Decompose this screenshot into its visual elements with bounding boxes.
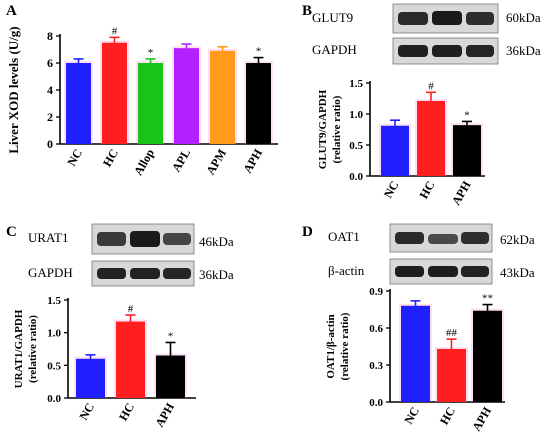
chart-glut9: 0.0 0.5 1.0 1.5 GLUT9/GAPDH (relative ratio) N… bbox=[317, 78, 485, 207]
bar-a-allop bbox=[138, 63, 163, 144]
blot-strip-glut9 bbox=[392, 3, 499, 34]
y-axis-label-d: OAT1/β-actin bbox=[325, 314, 337, 378]
blot-kda-glut9: 60kDa bbox=[506, 10, 541, 25]
panel-label-d: D bbox=[302, 224, 313, 240]
y-tick-label-a: 4 bbox=[47, 83, 53, 97]
y-axis-sublabel-c: (relative ratio) bbox=[27, 315, 39, 383]
x-tick-label-a-apl: APL bbox=[169, 147, 193, 175]
panel-label-c: C bbox=[6, 224, 17, 240]
x-tick-label-a-allop: Allop bbox=[131, 146, 157, 178]
blot-label-beta-actin: β-actin bbox=[328, 263, 365, 278]
x-tick-label-c-hc: HC bbox=[116, 401, 137, 424]
y-tick-label-a: 8 bbox=[47, 29, 53, 43]
y-tick-label-b: 0.5 bbox=[349, 140, 363, 152]
bar-a-apm bbox=[210, 50, 235, 144]
significance-mark-a-aph: * bbox=[256, 46, 262, 58]
x-tick-label-d-nc: NC bbox=[401, 405, 422, 427]
blot-kda-urat1: 46kDa bbox=[199, 234, 234, 249]
significance-mark-a-hc: # bbox=[112, 25, 118, 37]
y-tick-label-b: 1.0 bbox=[349, 109, 363, 121]
significance-mark-b-hc: # bbox=[428, 80, 434, 92]
y-tick-label-a: 0 bbox=[47, 137, 53, 151]
blot-strip-gapdh-b bbox=[392, 37, 499, 65]
bar-a-nc bbox=[66, 63, 91, 144]
y-axis-label-b: GLUT9/GAPDH bbox=[317, 89, 329, 169]
bar-c-nc bbox=[76, 358, 105, 398]
blot-kda-gapdh-b: 36kDa bbox=[506, 43, 541, 58]
significance-mark-c-hc: # bbox=[128, 303, 134, 315]
blot-kda-beta-actin: 43kDa bbox=[500, 265, 535, 280]
bar-a-aph bbox=[246, 63, 271, 144]
blot-kda-oat1: 62kDa bbox=[500, 232, 535, 247]
panel-label-b: B bbox=[302, 3, 312, 19]
y-tick-label-c: 1.5 bbox=[47, 295, 61, 307]
bar-b-aph bbox=[453, 125, 481, 176]
bar-c-aph bbox=[156, 355, 185, 398]
blot-strip-gapdh-c bbox=[91, 260, 195, 287]
y-tick-label-c: 1.0 bbox=[47, 328, 61, 340]
bar-d-nc bbox=[401, 305, 430, 402]
x-tick-label-b-aph: APH bbox=[449, 178, 474, 208]
y-tick-label-a: 2 bbox=[47, 110, 53, 124]
y-axis-sublabel-d: (relative ratio) bbox=[339, 312, 351, 380]
blot-strip-urat1 bbox=[91, 223, 195, 255]
x-tick-label-d-aph: APH bbox=[469, 404, 494, 434]
y-tick-label-b: 1.5 bbox=[349, 78, 363, 90]
y-tick-label-d: 0.6 bbox=[369, 323, 383, 335]
x-tick-label-c-nc: NC bbox=[76, 401, 97, 423]
bar-c-hc bbox=[116, 321, 145, 398]
x-tick-label-d-hc: HC bbox=[437, 405, 458, 428]
y-axis-label-c: URAT1/GAPDH bbox=[13, 309, 25, 388]
blot-label-glut9: GLUT9 bbox=[312, 10, 353, 25]
y-tick-label-b: 0.0 bbox=[349, 171, 363, 183]
blot-label-gapdh-b: GAPDH bbox=[312, 42, 357, 57]
blot-label-urat1: URAT1 bbox=[28, 230, 68, 245]
x-tick-label-b-hc: HC bbox=[416, 179, 437, 202]
y-axis-label-a: Liver XOD levels (U/g) bbox=[6, 26, 21, 153]
y-tick-label-d: 0.3 bbox=[369, 360, 383, 372]
blot-strip-oat1 bbox=[389, 223, 493, 253]
x-tick-label-a-nc: NC bbox=[64, 147, 85, 169]
significance-mark-a-allop: * bbox=[148, 47, 154, 59]
x-tick-label-a-aph: APH bbox=[240, 146, 265, 176]
chart-urat1: 0.0 0.5 1.0 1.5 URAT1/GAPDH (relative ratio) N… bbox=[13, 295, 196, 429]
bar-d-hc bbox=[437, 348, 466, 402]
y-tick-label-d: 0.9 bbox=[369, 286, 383, 298]
blot-label-oat1: OAT1 bbox=[328, 229, 360, 244]
bar-d-aph bbox=[473, 310, 502, 402]
y-tick-label-d: 0.0 bbox=[369, 397, 383, 409]
x-tick-label-b-nc: NC bbox=[381, 179, 402, 201]
chart-liver-xod: 0 2 4 6 8 Liver XOD levels (U/g) NC # HC * Allop AP… bbox=[6, 25, 278, 178]
x-tick-label-a-apm: APM bbox=[203, 147, 229, 178]
y-tick-label-c: 0.5 bbox=[47, 360, 61, 372]
blot-label-gapdh-c: GAPDH bbox=[28, 265, 73, 280]
bar-a-hc bbox=[102, 42, 127, 144]
x-tick-label-c-aph: APH bbox=[152, 400, 177, 430]
blot-kda-gapdh-c: 36kDa bbox=[199, 267, 234, 282]
x-tick-label-a-hc: HC bbox=[100, 147, 121, 170]
significance-mark-d-aph: ** bbox=[482, 293, 493, 305]
panel-label-a: A bbox=[6, 3, 17, 19]
significance-mark-c-aph: * bbox=[168, 330, 174, 342]
y-tick-label-c: 0.0 bbox=[47, 393, 61, 405]
y-tick-label-a: 6 bbox=[47, 56, 53, 70]
bar-b-hc bbox=[417, 100, 445, 176]
blot-strip-beta-actin bbox=[389, 258, 493, 285]
significance-mark-d-hc: ## bbox=[446, 327, 458, 339]
bar-a-apl bbox=[174, 48, 199, 144]
bar-b-nc bbox=[381, 125, 409, 176]
significance-mark-b-aph: * bbox=[464, 109, 470, 121]
chart-oat1: 0.0 0.3 0.6 0.9 OAT1/β-actin (relative ratio)… bbox=[325, 286, 505, 433]
y-axis-sublabel-b: (relative ratio) bbox=[331, 95, 343, 163]
